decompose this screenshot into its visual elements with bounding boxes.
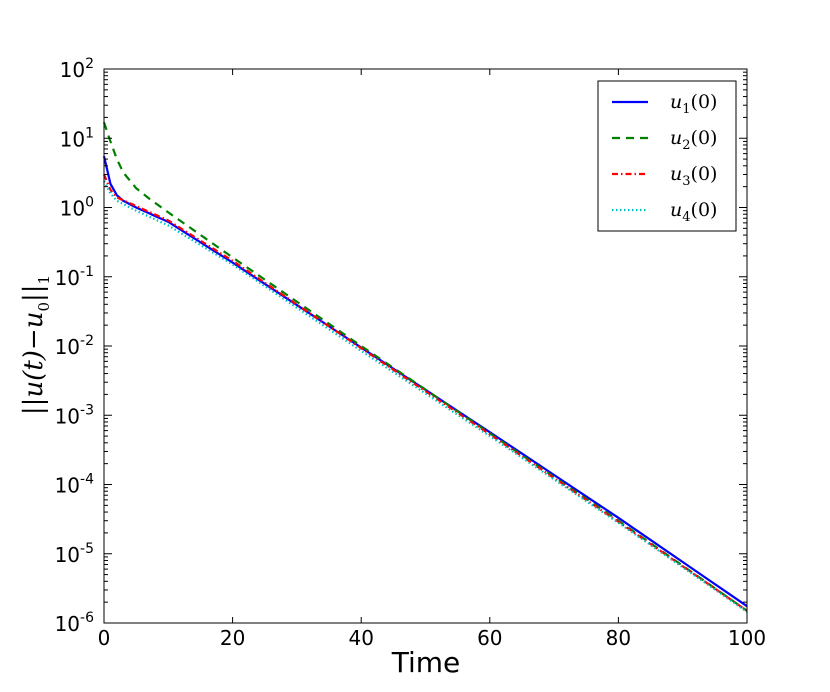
y-tick-label: 100: [60, 195, 94, 221]
y-tick-exponent: 2: [85, 56, 94, 72]
legend-label-rest: (0): [691, 91, 718, 113]
legend-label-2: u2(0): [670, 127, 717, 153]
legend-label-rest: (0): [691, 163, 718, 185]
x-tick-label: 60: [477, 626, 502, 650]
legend-label-sub: 1: [682, 102, 690, 117]
x-tick-label: 0: [98, 626, 111, 650]
legend-box: [597, 80, 737, 232]
legend-label-4: u4(0): [670, 199, 717, 225]
x-tick-label: 80: [606, 626, 631, 650]
legend-label-sub: 2: [682, 138, 690, 153]
legend-label-1: u1(0): [670, 91, 717, 117]
legend-label-rest: (0): [691, 127, 718, 149]
y-tick-exponent: -4: [80, 472, 94, 488]
y-tick-label: 10-6: [55, 610, 95, 636]
x-axis-label: Time: [391, 646, 461, 679]
y-tick-label: 10-2: [55, 333, 94, 359]
y-tick-base: 10: [55, 404, 80, 428]
legend-label-3: u3(0): [670, 163, 717, 189]
y-tick-base: 10: [60, 197, 85, 221]
y-tick-exponent: -2: [80, 333, 94, 349]
y-tick-base: 10: [55, 266, 80, 290]
y-tick-base: 10: [55, 335, 80, 359]
y-tick-exponent: -3: [80, 402, 94, 418]
y-tick-exponent: -1: [80, 264, 94, 280]
plot-lines: [102, 121, 748, 613]
y-tick-label: 10-3: [55, 402, 94, 428]
y-tick-exponent: -6: [80, 610, 94, 626]
y-tick-exponent: 0: [85, 195, 94, 211]
y-axis-label-norm: ||: [19, 284, 49, 302]
y-tick-base: 10: [60, 127, 85, 151]
x-tick-label: 100: [728, 626, 766, 650]
series-line-1: [102, 155, 748, 608]
legend-label-base: u: [670, 91, 682, 113]
legend-label-base: u: [670, 163, 682, 185]
y-axis-label-main: ||u(t)−u: [19, 312, 49, 416]
y-tick-base: 10: [55, 543, 80, 567]
y-axis-label-sub1: 1: [35, 275, 53, 285]
y-tick-label: 10-5: [55, 541, 94, 567]
series-line-2: [102, 121, 748, 612]
y-axis-label-sub0: 0: [35, 302, 53, 312]
y-tick-base: 10: [55, 474, 80, 498]
y-tick-label: 10-4: [55, 472, 95, 498]
y-tick-exponent: -5: [80, 541, 94, 557]
y-tick-label: 102: [60, 56, 94, 82]
y-tick-label: 10-1: [55, 264, 94, 290]
tick-labels: 0 20 40 60 80 10010-610-510-410-310-210-11001…: [55, 56, 767, 650]
legend-label-sub: 3: [682, 174, 690, 189]
legend-label-sub: 4: [682, 210, 690, 225]
legend: u1(0)u2(0)u3(0)u4(0): [597, 80, 737, 232]
x-tick-label: 40: [348, 626, 373, 650]
y-tick-exponent: 1: [85, 125, 94, 141]
legend-label-base: u: [670, 127, 682, 149]
y-axis-label: ||u(t)−u0||1: [19, 275, 53, 415]
y-tick-base: 10: [55, 612, 80, 636]
x-tick-label: 20: [220, 626, 245, 650]
y-tick-label: 101: [60, 125, 94, 151]
y-tick-base: 10: [60, 58, 85, 82]
legend-label-rest: (0): [691, 199, 718, 221]
axis-ticks: [103, 68, 748, 624]
legend-label-base: u: [670, 199, 682, 221]
